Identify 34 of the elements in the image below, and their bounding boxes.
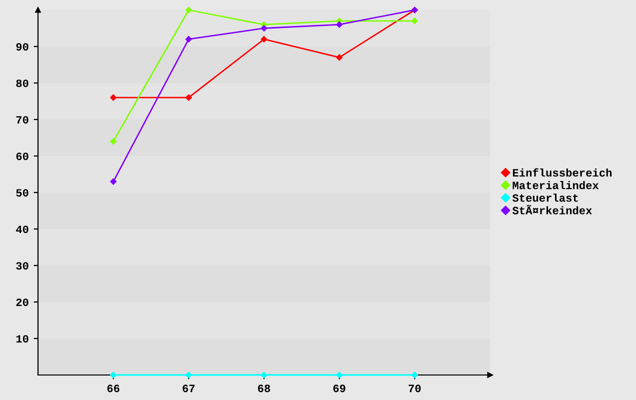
point <box>260 36 268 42</box>
point <box>412 372 418 378</box>
point <box>336 54 342 61</box>
y-tick-label: 10 <box>16 335 28 343</box>
y-tick-label: 30 <box>16 262 28 270</box>
point <box>260 25 268 32</box>
y-tick-label: 20 <box>16 298 28 306</box>
point <box>336 372 342 378</box>
point <box>186 372 192 378</box>
legend-label: Steuerlast <box>512 194 578 202</box>
point <box>110 178 116 185</box>
point <box>260 372 268 378</box>
point <box>186 6 192 14</box>
point <box>110 138 116 145</box>
point <box>186 94 192 101</box>
x-tick-label: 70 <box>408 384 421 392</box>
y-tick-label: 60 <box>16 152 28 160</box>
point <box>110 94 116 101</box>
point <box>412 18 418 24</box>
legend-label: Materialindex <box>512 181 599 190</box>
y-tick-label: 40 <box>16 226 28 234</box>
y-tick-label: 90 <box>16 43 28 51</box>
y-tick-label: 70 <box>16 116 28 124</box>
x-tick-label: 69 <box>333 384 346 392</box>
legend-label: Einflussbereich <box>512 168 612 177</box>
point <box>110 372 116 378</box>
legend-label: StÃ¤rkeindex <box>512 204 592 214</box>
x-tick-label: 67 <box>182 384 195 392</box>
point <box>336 21 342 28</box>
point <box>186 36 192 42</box>
x-tick-label: 68 <box>258 384 270 392</box>
y-tick-label: 80 <box>16 80 28 88</box>
x-tick-label: 66 <box>107 384 120 392</box>
y-tick-label: 50 <box>16 189 28 197</box>
